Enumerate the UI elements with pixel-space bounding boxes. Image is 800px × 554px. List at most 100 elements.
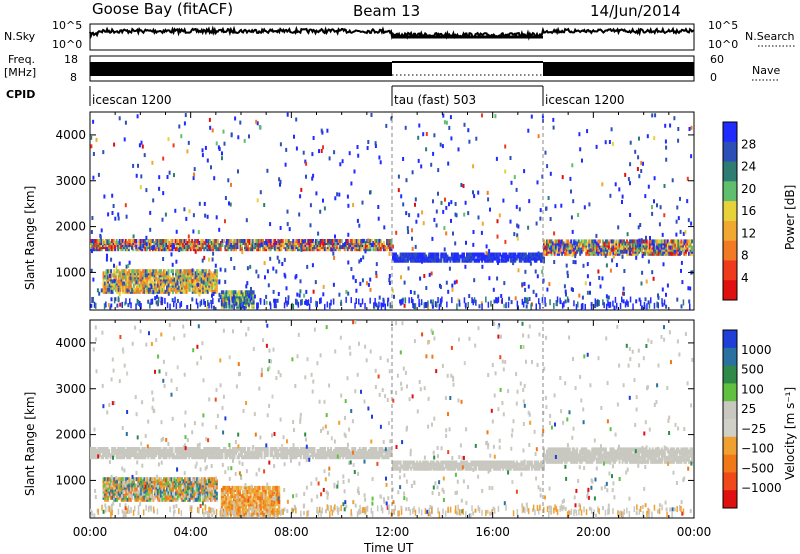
heat-cell — [161, 275, 164, 280]
heat-cell — [263, 451, 266, 456]
heat-cell — [423, 256, 426, 261]
heat-cell — [645, 245, 648, 250]
heat-cell — [266, 239, 269, 243]
heat-cell — [211, 273, 214, 278]
heat-cell — [651, 239, 654, 244]
heat-cell — [138, 243, 141, 248]
heat-cell — [138, 143, 141, 148]
heat-cell — [153, 285, 156, 290]
heat-cell — [235, 447, 237, 451]
heat-cell — [543, 245, 545, 250]
heat-cell — [535, 221, 538, 226]
heat-cell — [636, 251, 639, 256]
heat-cell — [137, 271, 140, 276]
heat-cell — [440, 258, 443, 263]
heat-cell — [437, 466, 440, 471]
heat-cell — [191, 281, 194, 286]
heat-cell — [450, 252, 453, 257]
heat-cell — [146, 287, 149, 292]
heat-cell — [127, 247, 130, 252]
heat-cell — [105, 447, 108, 451]
heat-cell — [283, 272, 286, 277]
heat-cell — [176, 455, 179, 460]
heat-cell — [612, 254, 615, 259]
heat-cell — [405, 211, 408, 216]
heat-cell — [164, 247, 166, 252]
heat-cell — [141, 447, 144, 451]
heat-cell — [559, 449, 562, 454]
heat-cell — [354, 455, 357, 460]
heat-cell — [283, 243, 286, 248]
heat-cell — [240, 296, 243, 301]
heat-cell — [115, 455, 118, 460]
heat-cell — [598, 275, 601, 280]
heat-cell — [407, 460, 410, 465]
heat-cell — [205, 269, 208, 274]
heat-cell — [149, 287, 152, 292]
heat-cell — [129, 269, 132, 274]
heat-cell — [166, 277, 168, 282]
heat-cell — [118, 292, 121, 297]
heat-cell — [107, 271, 110, 276]
heat-cell — [417, 213, 420, 218]
heat-cell — [660, 239, 663, 244]
heat-cell — [248, 134, 250, 139]
heat-cell — [256, 243, 259, 248]
heat-cell — [597, 251, 600, 256]
heat-cell — [201, 455, 204, 460]
heat-cell — [352, 243, 355, 248]
heat-cell — [170, 447, 172, 451]
heat-cell — [220, 292, 223, 297]
heat-cell — [464, 460, 467, 465]
heat-cell — [110, 277, 113, 282]
heat-cell — [624, 453, 627, 458]
heat-cell — [147, 277, 150, 282]
heat-cell — [102, 447, 105, 451]
heat-cell — [565, 449, 568, 454]
heat-cell — [615, 453, 618, 458]
heat-cell — [615, 455, 618, 460]
heat-cell — [381, 451, 384, 456]
heat-cell — [160, 271, 162, 276]
heat-cell — [367, 449, 370, 453]
heat-cell — [649, 236, 651, 240]
heat-cell — [376, 247, 379, 252]
heat-cell — [274, 447, 277, 451]
heat-cell — [228, 239, 231, 243]
heat-cell — [378, 301, 380, 308]
heat-cell — [537, 460, 539, 465]
heat-cell — [566, 270, 569, 275]
heat-cell — [199, 275, 202, 280]
heat-cell — [269, 451, 272, 456]
heat-cell — [378, 451, 381, 456]
heat-cell — [526, 297, 529, 304]
heat-cell — [145, 451, 148, 456]
heat-cell — [534, 269, 537, 274]
heat-cell — [366, 451, 369, 456]
heat-cell — [609, 247, 612, 252]
heat-cell — [607, 300, 609, 307]
heat-cell — [638, 297, 641, 302]
heat-cell — [480, 230, 483, 235]
heat-cell — [309, 203, 312, 208]
heat-cell — [493, 466, 496, 471]
heat-cell — [137, 163, 139, 168]
heat-cell — [553, 453, 556, 458]
heat-cell — [626, 243, 628, 248]
heat-cell — [360, 451, 363, 456]
heat-cell — [192, 447, 195, 451]
heat-cell — [143, 153, 146, 158]
heat-cell — [585, 241, 588, 246]
heat-cell — [583, 239, 586, 244]
heat-cell — [564, 299, 567, 304]
heat-cell — [463, 258, 465, 263]
heat-cell — [514, 462, 517, 467]
heat-cell — [623, 449, 625, 454]
heat-cell — [185, 269, 188, 274]
heat-cell — [500, 256, 503, 261]
heat-cell — [484, 460, 487, 465]
heat-cell — [629, 140, 632, 145]
heat-cell — [633, 239, 636, 244]
heat-cell — [122, 285, 125, 290]
heat-cell — [687, 286, 690, 291]
